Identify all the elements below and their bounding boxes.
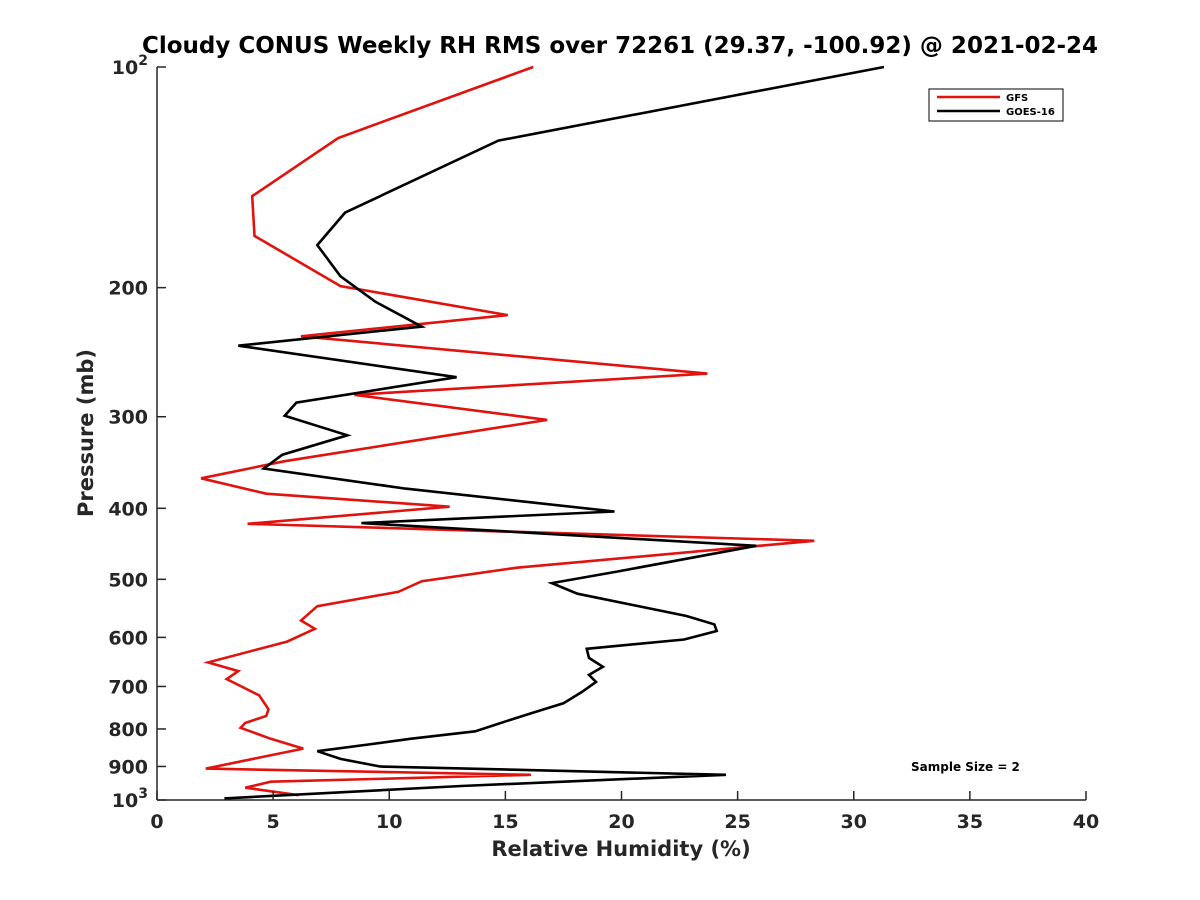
x-axis-label: Relative Humidity (%) — [491, 837, 750, 861]
y-tick-label: 300 — [108, 407, 148, 429]
legend-label-goes16: GOES-16 — [1006, 107, 1055, 118]
x-tick-label: 40 — [1073, 811, 1099, 833]
y-tick-label: 700 — [108, 676, 148, 698]
y-tick-label: 103 — [112, 786, 148, 812]
chart-title: Cloudy CONUS Weekly RH RMS over 72261 (2… — [142, 33, 1098, 59]
x-tick-label: 30 — [841, 811, 867, 833]
y-tick-label: 800 — [108, 719, 148, 741]
sample-size-annotation: Sample Size = 2 — [911, 760, 1020, 774]
series-line-goes16 — [224, 65, 885, 800]
legend-box — [928, 88, 1064, 122]
x-tick-label: 0 — [150, 811, 163, 833]
x-ticks: 0 5 10 15 20 25 30 35 40 — [150, 791, 1099, 833]
y-tick-label-base: 10 — [112, 57, 138, 79]
y-tick-label-base: 10 — [112, 790, 138, 812]
x-tick-label: 35 — [957, 811, 983, 833]
y-tick-label-exponent: 3 — [138, 786, 148, 802]
legend-label-gfs: GFS — [1006, 93, 1028, 104]
x-tick-label: 25 — [724, 811, 750, 833]
y-tick-label: 500 — [108, 569, 148, 591]
series-group — [200, 65, 885, 800]
y-tick-label: 600 — [108, 627, 148, 649]
x-tick-label: 10 — [376, 811, 402, 833]
y-tick-label-exponent: 2 — [138, 53, 148, 69]
y-tick-label: 102 — [112, 53, 148, 79]
y-tick-label: 200 — [108, 278, 148, 300]
legend: GFS GOES-16 — [928, 88, 1064, 122]
plot-background — [157, 67, 1086, 800]
y-axis-label: Pressure (mb) — [74, 349, 98, 517]
plot-area: 0 5 10 15 20 25 30 35 40 10220030040050060070080… — [108, 53, 1099, 833]
x-tick-label: 20 — [608, 811, 634, 833]
series-line-gfs — [200, 65, 815, 797]
y-tick-label: 900 — [108, 756, 148, 778]
x-tick-label: 15 — [492, 811, 518, 833]
y-tick-label: 400 — [108, 498, 148, 520]
x-tick-label: 5 — [267, 811, 280, 833]
